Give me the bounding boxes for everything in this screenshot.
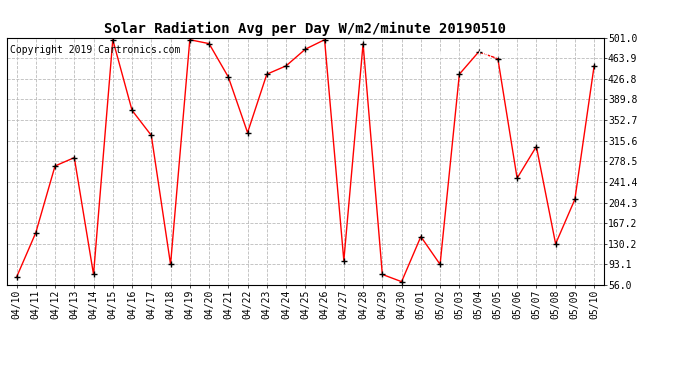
Text: Copyright 2019 Cartronics.com: Copyright 2019 Cartronics.com bbox=[10, 45, 180, 55]
Title: Solar Radiation Avg per Day W/m2/minute 20190510: Solar Radiation Avg per Day W/m2/minute … bbox=[104, 22, 506, 36]
